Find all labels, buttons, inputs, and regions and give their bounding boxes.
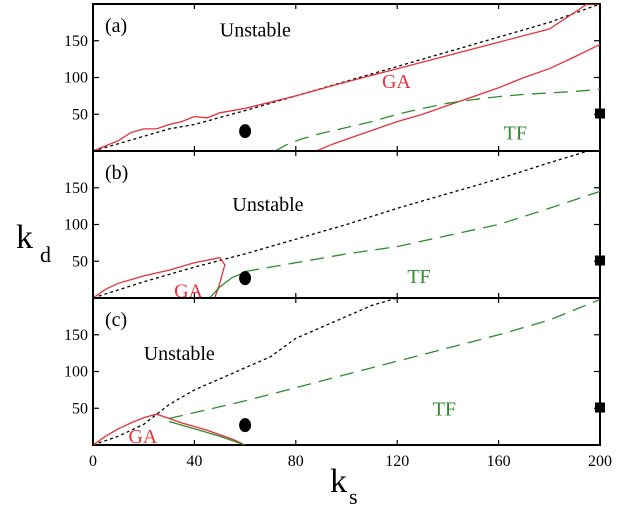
y-tick-label: 100 xyxy=(64,217,88,234)
y-tick-label: 50 xyxy=(72,106,88,123)
x-tick-label: 40 xyxy=(186,453,202,470)
y-tick-label: 150 xyxy=(64,180,88,197)
region-label-ga: GA xyxy=(128,426,157,448)
series-line-dotted-0 xyxy=(93,151,591,298)
panel-label: (a) xyxy=(105,15,127,37)
panel-frame xyxy=(92,150,601,299)
marker-circle xyxy=(239,124,252,139)
panel-curves xyxy=(93,4,600,151)
y-axis-title: k d xyxy=(16,219,51,267)
region-label-ga: GA xyxy=(174,281,203,303)
x-tick-label: 160 xyxy=(487,453,511,470)
x-axis-title: k s xyxy=(330,463,358,508)
series-line-dotted-0 xyxy=(93,298,400,445)
panel-curves xyxy=(93,151,600,298)
y-tick-label: 50 xyxy=(72,400,88,417)
y-axis-label-sub: d xyxy=(40,242,51,267)
panel-b: 50 100 150 (b) Unstable GA TF xyxy=(64,150,605,303)
x-tick-label: 200 xyxy=(588,453,612,470)
y-tick-label: 150 xyxy=(64,327,88,344)
series-line-dashed-3 xyxy=(244,190,600,273)
x-axis-label-main: k xyxy=(330,463,347,500)
region-label-tf: TF xyxy=(407,266,430,288)
marker-square xyxy=(595,402,605,413)
region-label-tf: TF xyxy=(433,398,456,420)
panel-label: (b) xyxy=(105,162,128,184)
y-tick-label: 50 xyxy=(72,253,88,270)
region-label-ga: GA xyxy=(382,71,411,93)
series-line-solid-2 xyxy=(168,420,246,445)
y-tick-label: 100 xyxy=(64,70,88,87)
region-label-tf: TF xyxy=(504,123,527,145)
series-line-dashed-3 xyxy=(168,298,600,420)
series-line-solid-1 xyxy=(93,4,600,151)
y-tick-label: 100 xyxy=(64,364,88,381)
x-tick-label: 80 xyxy=(288,453,304,470)
panel-a: 50 100 150 (a) Unstable GA TF xyxy=(64,3,605,152)
marker-square xyxy=(595,255,605,266)
series-line-solid-2 xyxy=(315,43,600,151)
panel-frame xyxy=(92,297,601,446)
region-label-unstable: Unstable xyxy=(232,194,303,216)
marker-circle xyxy=(239,271,252,286)
panels-layer: 50 100 150 (a) Unstable GA TF 50 100 150 (b) Unstab… xyxy=(64,3,605,448)
panel-c: 50 100 150 (c) Unstable GA TF xyxy=(64,297,605,448)
x-tick-label: 0 xyxy=(89,453,97,470)
series-line-solid-2 xyxy=(209,271,246,298)
x-axis: 0 40 80 120 160 200 xyxy=(89,453,612,470)
y-axis-label-main: k xyxy=(16,219,33,256)
region-label-unstable: Unstable xyxy=(220,20,291,42)
region-label-unstable: Unstable xyxy=(144,343,215,365)
panel-curves xyxy=(93,298,600,445)
x-axis-label-sub: s xyxy=(349,484,358,508)
series-line-dashed-3 xyxy=(275,88,600,151)
x-tick-label: 120 xyxy=(385,453,409,470)
marker-square xyxy=(595,108,605,119)
series-line-solid-1 xyxy=(93,256,226,298)
marker-circle xyxy=(239,418,252,433)
series-line-solid-1 xyxy=(93,413,246,445)
y-tick-label: 150 xyxy=(64,33,88,50)
panel-label: (c) xyxy=(105,309,127,331)
